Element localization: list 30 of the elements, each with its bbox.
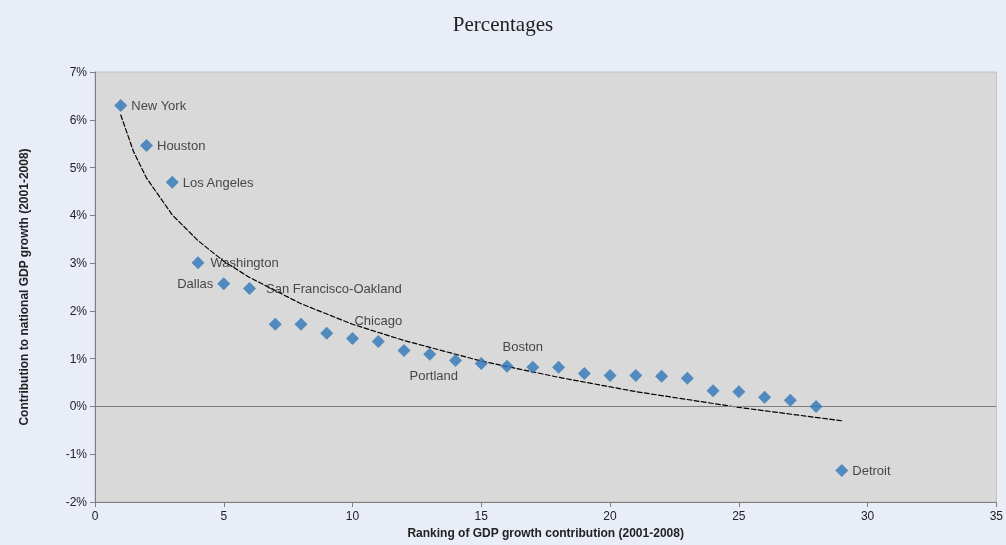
y-axis-title: Contribution to national GDP growth (2001-2008) bbox=[17, 148, 31, 426]
annotation: Portland bbox=[409, 367, 458, 383]
annotation: Houston bbox=[157, 138, 206, 154]
x-tick-label: 5 bbox=[220, 509, 228, 523]
x-tick-label: 25 bbox=[732, 509, 746, 523]
x-tick-label: 20 bbox=[603, 509, 618, 523]
annotation: Dallas bbox=[177, 276, 214, 292]
y-tick-label: 6% bbox=[69, 112, 88, 127]
annotation: Los Angeles bbox=[182, 174, 255, 190]
x-tick-label: 0 bbox=[91, 509, 99, 523]
y-tick-label: -1% bbox=[65, 447, 88, 462]
y-tick-label: 1% bbox=[69, 351, 88, 366]
annotation: Detroit bbox=[852, 462, 891, 478]
annotation: Boston bbox=[502, 338, 544, 354]
y-tick-label: -2% bbox=[65, 495, 88, 509]
y-tick-label: 3% bbox=[69, 256, 88, 271]
x-tick-label: 30 bbox=[860, 509, 875, 523]
annotation: San Francisco-Oakland bbox=[266, 280, 402, 296]
chart-title: Percentages bbox=[452, 11, 554, 36]
y-tick-label: 5% bbox=[69, 160, 88, 175]
y-tick-label: 4% bbox=[69, 208, 88, 223]
annotation: Chicago bbox=[354, 312, 403, 328]
y-tick-label: 7% bbox=[69, 65, 88, 79]
y-tick-label: 2% bbox=[69, 303, 88, 318]
x-tick-label: 15 bbox=[474, 509, 489, 523]
x-tick-label: 35 bbox=[989, 509, 1004, 523]
x-tick-label: 10 bbox=[345, 509, 360, 523]
y-tick-label: 0% bbox=[69, 399, 88, 414]
x-axis-title: Ranking of GDP growth contribution (2001-2008) bbox=[407, 526, 684, 540]
annotation: New York bbox=[131, 97, 187, 113]
